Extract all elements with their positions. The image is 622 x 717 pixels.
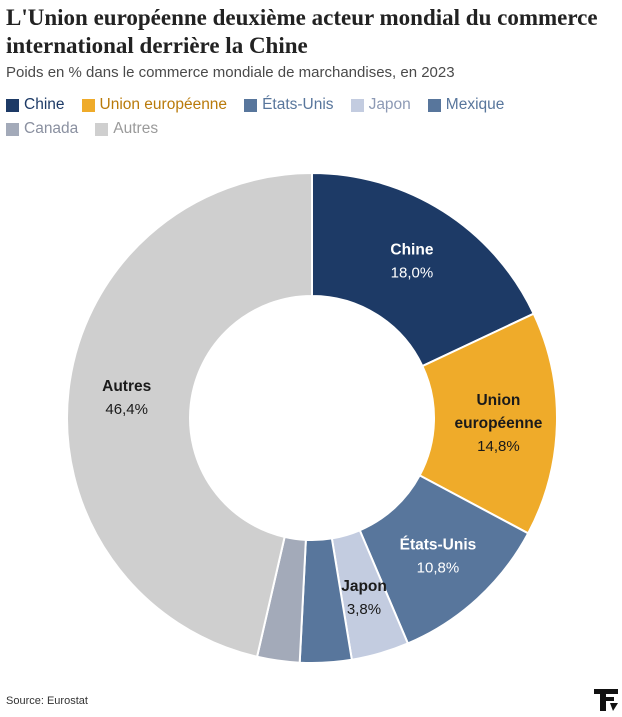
donut-slice [66,171,313,658]
legend-label: Chine [24,96,65,113]
slice-label: Autres 46,4% [102,378,151,418]
slice-label-value: 3,8% [347,601,381,618]
legend-item: Canada [6,120,78,138]
donut-chart: Chine 18,0% Union européenne 14,8% États-Unis… [66,171,558,664]
slice-label-name: Autres [102,378,151,395]
source-note: Source: Eurostat [6,695,88,707]
legend-label: Mexique [445,96,505,113]
slice-label-name: États-Unis [400,537,477,554]
legend-swatch [6,122,19,136]
legend-swatch [350,98,364,112]
legend-swatch [427,98,441,112]
legend-label: Union européenne [99,96,228,113]
legend-item: Autres [95,120,158,138]
chart-subtitle: Poids en % dans le commerce mondiale de … [6,64,455,81]
legend-item: Chine [6,96,65,114]
donut-slice [418,312,558,535]
legend-label: Japon [368,96,411,113]
legend-swatch [6,98,19,112]
donut-slice [311,171,536,368]
slice-label-value: 14,8% [477,438,520,455]
chart-legend: Chine Union européenne États-Unis Japon Mexi… [6,96,606,138]
publisher-logo-icon [594,689,618,711]
slice-label: Japon 3,8% [341,578,387,618]
slice-label-name: Chine [390,242,433,259]
legend-item: Japon [350,96,411,114]
legend-swatch [81,98,95,112]
legend-label: Autres [113,120,159,137]
slice-label-name: Union [476,392,520,409]
legend-item: États-Unis [244,96,334,114]
slice-label-name: Japon [341,578,387,595]
chart-title: L'Union européenne deuxième acteur mondi… [6,5,598,58]
slice-label: États-Unis 10,8% [400,537,477,577]
slice-label-value: 10,8% [417,560,460,577]
legend-swatch [244,98,258,112]
slice-label-name: européenne [455,415,543,432]
slice-label-value: 18,0% [391,265,434,282]
legend-item: Union européenne [81,96,228,114]
slice-label: Chine 18,0% [390,242,433,282]
legend-swatch [95,122,109,136]
slice-label-value: 46,4% [105,401,148,418]
slice-label: Union européenne 14,8% [455,392,543,455]
legend-item: Mexique [427,96,505,114]
legend-label: États-Unis [262,96,334,113]
legend-label: Canada [24,120,79,137]
